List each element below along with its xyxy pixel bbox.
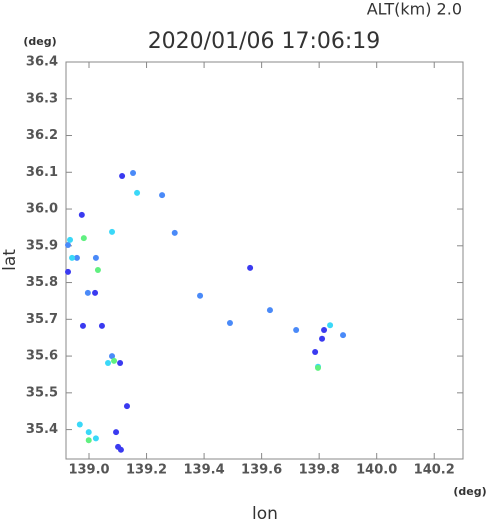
echo-point <box>197 292 204 299</box>
y-axis-label: lat <box>0 249 20 271</box>
y-tick-label: 35.5 <box>26 385 58 400</box>
echo-point <box>85 437 92 444</box>
echo-point <box>65 268 72 275</box>
echo-point <box>130 170 137 177</box>
y-tick-label: 35.7 <box>26 312 58 327</box>
y-unit: (deg) <box>23 35 56 48</box>
echo-point <box>79 322 86 329</box>
echo-point <box>247 264 254 271</box>
echo-point <box>98 322 105 329</box>
x-unit: (deg) <box>453 485 486 498</box>
x-tick-label: 139.8 <box>299 463 340 478</box>
echo-point <box>76 421 83 428</box>
echo-point <box>78 211 85 218</box>
echo-point <box>123 403 130 410</box>
echo-point <box>85 429 92 436</box>
echo-point <box>111 357 118 364</box>
y-tick-label: 36.3 <box>26 91 58 106</box>
subtitle: ALT(km) 2.0 <box>367 0 462 19</box>
echo-point <box>321 326 328 333</box>
echo-point <box>266 307 273 314</box>
y-tick-label: 35.4 <box>26 422 58 437</box>
echo-point <box>73 254 80 261</box>
x-tick-label: 139.6 <box>241 463 282 478</box>
echo-point <box>171 229 178 236</box>
echo-point <box>67 236 74 243</box>
y-tick-label: 36.4 <box>26 55 58 70</box>
echo-point <box>84 289 91 296</box>
echo-point <box>312 349 319 356</box>
echo-point <box>315 364 322 371</box>
echo-point <box>69 254 76 261</box>
echo-point <box>340 332 347 339</box>
echo-point <box>293 326 300 333</box>
echo-point <box>226 319 233 326</box>
y-tick-label: 35.9 <box>26 238 58 253</box>
echo-point <box>65 242 72 249</box>
x-tick-label: 140.2 <box>414 463 455 478</box>
echo-point <box>92 289 99 296</box>
y-tick-label: 35.8 <box>26 275 58 290</box>
x-tick-label: 140.0 <box>356 463 397 478</box>
plot-frame <box>65 61 464 460</box>
y-tick-label: 36.0 <box>26 202 58 217</box>
echo-point <box>94 267 101 274</box>
x-tick-label: 139.2 <box>126 463 167 478</box>
y-tick-label: 36.1 <box>26 165 58 180</box>
x-tick-label: 139.4 <box>184 463 225 478</box>
echo-point <box>159 192 166 199</box>
echo-point <box>319 335 326 342</box>
echo-point <box>119 172 126 179</box>
echo-point <box>80 235 87 242</box>
x-axis-label: lon <box>252 504 278 521</box>
x-tick-label: 139.0 <box>68 463 109 478</box>
chart-title: 2020/01/06 17:06:19 <box>148 29 381 54</box>
echo-point <box>109 353 116 360</box>
echo-point <box>134 189 141 196</box>
y-tick-label: 36.2 <box>26 128 58 143</box>
echo-point <box>105 360 112 367</box>
echo-point <box>92 254 99 261</box>
echo-point <box>92 435 99 442</box>
echo-point <box>113 429 120 436</box>
echo-point <box>327 322 334 329</box>
echo-point <box>109 228 116 235</box>
echo-point <box>117 360 124 367</box>
echo-point <box>117 446 124 453</box>
y-tick-label: 35.6 <box>26 349 58 364</box>
